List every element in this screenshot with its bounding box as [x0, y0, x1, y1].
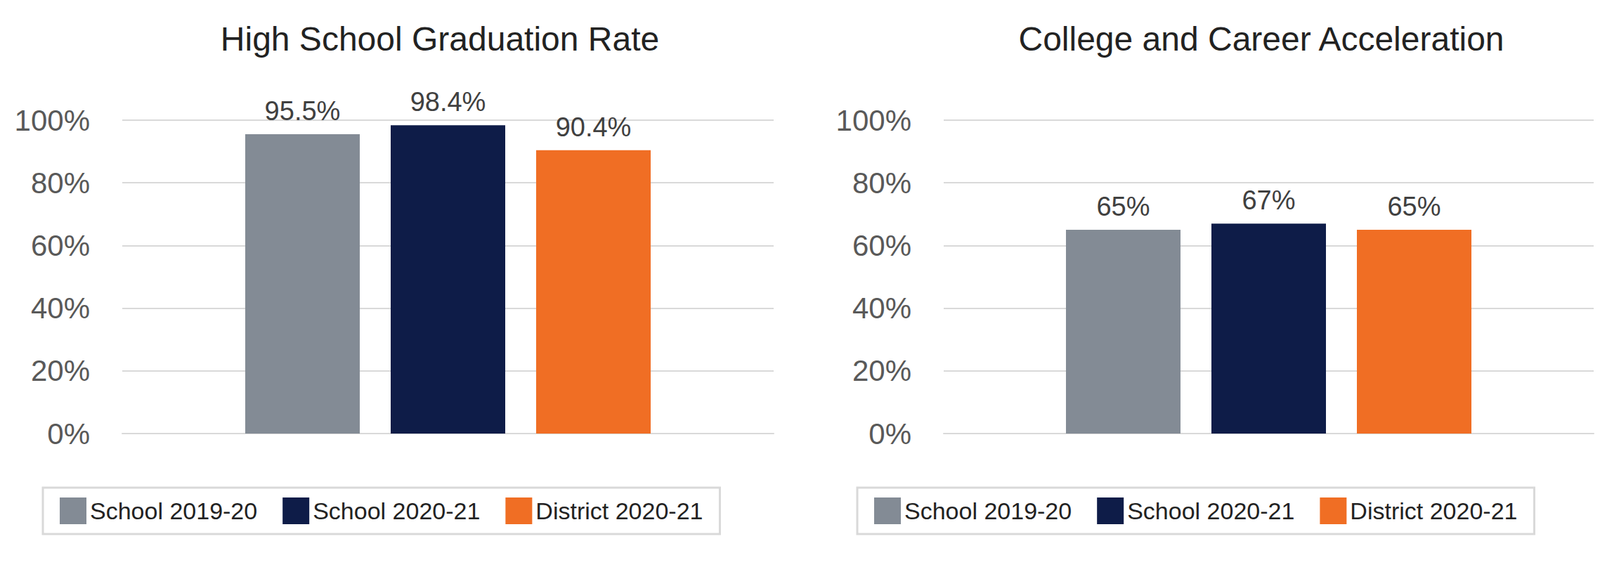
- svg-text:District 2020-21: District 2020-21: [535, 497, 703, 525]
- svg-text:School 2020-21: School 2020-21: [1127, 497, 1295, 525]
- svg-text:98.4%: 98.4%: [410, 87, 487, 117]
- svg-text:65%: 65%: [1096, 191, 1150, 222]
- svg-text:School 2020-21: School 2020-21: [312, 497, 480, 525]
- svg-text:60%: 60%: [30, 229, 90, 263]
- svg-text:School 2019-20: School 2019-20: [89, 497, 258, 525]
- svg-text:College and Career Acceleratio: College and Career Acceleration: [1018, 20, 1504, 58]
- svg-text:20%: 20%: [852, 354, 912, 388]
- svg-text:80%: 80%: [852, 166, 912, 200]
- svg-text:0%: 0%: [868, 417, 912, 451]
- svg-text:High School Graduation Rate: High School Graduation Rate: [220, 20, 660, 58]
- svg-text:80%: 80%: [30, 166, 90, 200]
- svg-text:60%: 60%: [852, 229, 912, 263]
- svg-text:100%: 100%: [836, 103, 912, 138]
- svg-text:40%: 40%: [852, 291, 912, 325]
- svg-text:40%: 40%: [30, 291, 90, 325]
- svg-text:90.4%: 90.4%: [555, 112, 632, 142]
- svg-text:67%: 67%: [1241, 185, 1296, 216]
- svg-text:20%: 20%: [30, 354, 90, 388]
- svg-text:0%: 0%: [47, 417, 90, 451]
- svg-text:95.5%: 95.5%: [264, 96, 341, 126]
- svg-text:65%: 65%: [1387, 191, 1441, 222]
- svg-text:100%: 100%: [14, 103, 90, 138]
- svg-text:District 2020-21: District 2020-21: [1349, 497, 1518, 525]
- svg-text:School 2019-20: School 2019-20: [904, 497, 1072, 525]
